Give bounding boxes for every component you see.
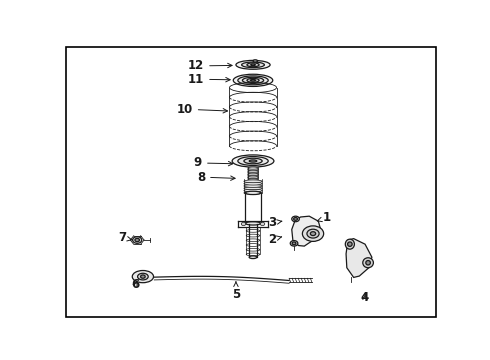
Ellipse shape <box>249 160 257 162</box>
Ellipse shape <box>248 167 258 169</box>
Ellipse shape <box>345 239 354 249</box>
Ellipse shape <box>141 275 145 278</box>
Ellipse shape <box>238 157 268 166</box>
Text: 10: 10 <box>176 103 227 116</box>
Ellipse shape <box>132 270 153 283</box>
Ellipse shape <box>366 261 370 265</box>
Ellipse shape <box>363 258 373 268</box>
Ellipse shape <box>236 60 270 69</box>
Ellipse shape <box>244 158 262 164</box>
Ellipse shape <box>248 175 258 177</box>
Ellipse shape <box>248 168 258 171</box>
Ellipse shape <box>250 80 256 81</box>
Ellipse shape <box>244 192 262 194</box>
Text: 2: 2 <box>268 233 282 246</box>
Ellipse shape <box>253 60 258 62</box>
Ellipse shape <box>310 232 316 235</box>
Ellipse shape <box>245 222 261 225</box>
Polygon shape <box>346 239 372 278</box>
Ellipse shape <box>307 229 319 238</box>
Ellipse shape <box>248 178 258 180</box>
Ellipse shape <box>248 173 258 175</box>
Ellipse shape <box>248 170 258 172</box>
Ellipse shape <box>302 226 324 242</box>
Text: 8: 8 <box>197 171 235 184</box>
Text: 12: 12 <box>188 59 232 72</box>
Text: 5: 5 <box>232 282 240 301</box>
Text: 7: 7 <box>119 231 132 244</box>
Ellipse shape <box>248 172 258 174</box>
Text: 11: 11 <box>188 73 230 86</box>
Ellipse shape <box>244 180 262 183</box>
Ellipse shape <box>238 76 268 85</box>
Ellipse shape <box>292 242 296 245</box>
Ellipse shape <box>233 74 273 86</box>
Ellipse shape <box>248 176 258 179</box>
Ellipse shape <box>135 238 140 242</box>
Ellipse shape <box>294 217 297 220</box>
Ellipse shape <box>247 63 259 67</box>
Ellipse shape <box>244 187 262 190</box>
Ellipse shape <box>138 273 148 280</box>
Ellipse shape <box>347 242 352 246</box>
Text: 6: 6 <box>131 278 140 291</box>
Ellipse shape <box>244 189 262 192</box>
Ellipse shape <box>133 237 142 243</box>
Ellipse shape <box>241 222 246 226</box>
Text: 4: 4 <box>361 291 369 304</box>
Polygon shape <box>292 216 320 246</box>
Text: 1: 1 <box>317 211 331 224</box>
Ellipse shape <box>290 240 298 246</box>
Ellipse shape <box>232 155 274 167</box>
Ellipse shape <box>260 222 265 226</box>
Ellipse shape <box>243 77 264 84</box>
Text: 3: 3 <box>268 216 282 229</box>
Ellipse shape <box>242 62 265 68</box>
Ellipse shape <box>251 64 255 66</box>
Text: 9: 9 <box>194 157 233 170</box>
Ellipse shape <box>247 78 259 82</box>
Ellipse shape <box>249 256 257 258</box>
Ellipse shape <box>244 185 262 187</box>
Ellipse shape <box>292 216 299 222</box>
Ellipse shape <box>244 182 262 185</box>
Ellipse shape <box>245 191 261 194</box>
